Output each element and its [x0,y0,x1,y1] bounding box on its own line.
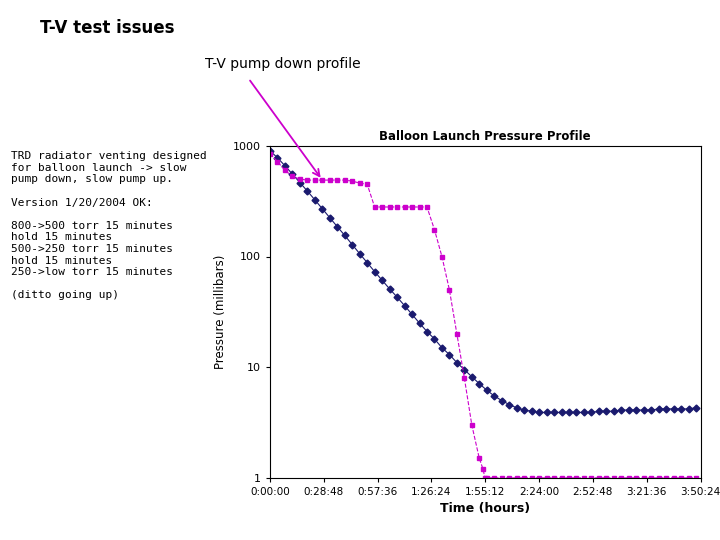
Title: Balloon Launch Pressure Profile: Balloon Launch Pressure Profile [379,130,591,143]
Text: T-V test issues: T-V test issues [40,19,174,37]
Y-axis label: Pressure (millibars): Pressure (millibars) [215,255,228,369]
X-axis label: Time (hours): Time (hours) [440,503,531,516]
Text: T-V pump down profile: T-V pump down profile [205,57,361,71]
Text: TRD radiator venting designed
for balloon launch -> slow
pump down, slow pump up: TRD radiator venting designed for balloo… [11,151,207,300]
